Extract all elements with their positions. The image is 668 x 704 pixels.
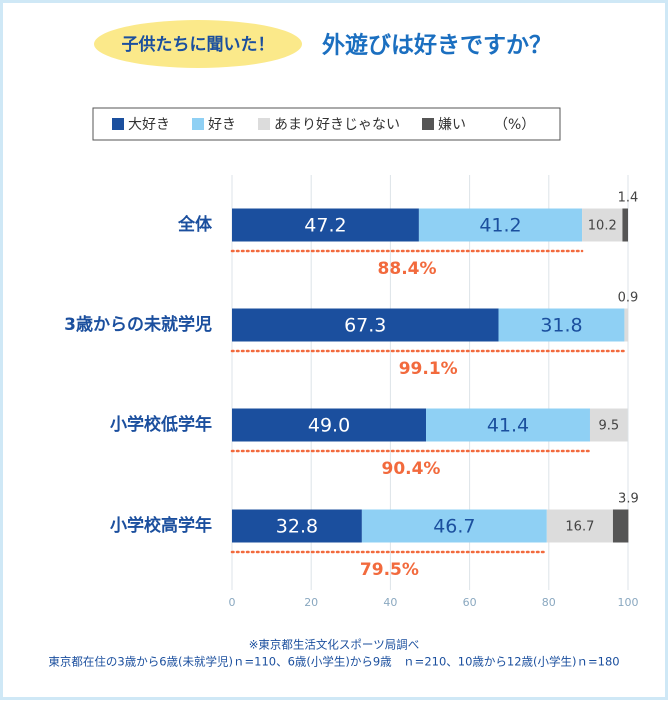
bar-segment	[232, 308, 499, 342]
data-label: 10.2	[588, 219, 617, 234]
bar-segment	[232, 208, 419, 242]
combined-label: 90.4%	[381, 459, 440, 479]
legend: 大好き 好き あまり好きじゃない 嫌い （%）	[112, 117, 535, 133]
x-tick-label: 0	[229, 596, 236, 609]
x-tick-label: 60	[463, 596, 477, 609]
data-label: 9.5	[598, 419, 619, 434]
legend-label: 嫌い	[438, 117, 466, 133]
legend-swatch	[422, 118, 434, 130]
legend-swatch	[112, 118, 124, 130]
bar-segment	[418, 208, 583, 242]
data-label: 32.8	[276, 516, 318, 538]
legend-label: 大好き	[128, 117, 170, 133]
x-tick-label: 100	[618, 596, 639, 609]
combined-label: 88.4%	[378, 259, 437, 279]
data-label: 67.3	[344, 315, 386, 337]
bar-segment	[582, 208, 623, 242]
category-label: 3歳からの未就学児	[64, 314, 212, 335]
data-label: 3.9	[618, 492, 639, 507]
data-label: 41.4	[487, 415, 529, 437]
category-label: 小学校高学年	[110, 515, 212, 536]
legend-unit: （%）	[494, 117, 535, 133]
data-label: 41.2	[479, 215, 521, 237]
bar-segment	[232, 408, 427, 442]
legend-label: 好き	[208, 117, 236, 133]
x-tick-label: 80	[542, 596, 556, 609]
badge-bg	[94, 20, 302, 68]
combined-label: 79.5%	[360, 560, 419, 580]
data-label: 47.2	[304, 215, 346, 237]
legend-box	[92, 107, 561, 141]
data-label: 16.7	[565, 520, 594, 535]
bar-segment	[589, 408, 628, 442]
data-label: 46.7	[433, 516, 475, 538]
bar-segment	[232, 509, 362, 543]
source-note: ※東京都生活文化スポーツ局調べ	[249, 638, 419, 652]
legend-label: あまり好きじゃない	[274, 117, 400, 133]
category-label: 小学校低学年	[110, 414, 212, 435]
bar-segment	[361, 509, 547, 543]
bar-segment	[622, 208, 628, 242]
bar-segment	[426, 408, 590, 442]
combined-label: 99.1%	[399, 359, 458, 379]
bar-segment	[498, 308, 625, 342]
bar-segment	[546, 509, 613, 543]
legend-swatch	[258, 118, 270, 130]
data-label: 1.4	[618, 191, 639, 206]
x-tick-label: 20	[304, 596, 318, 609]
chart-title: 外遊びは好きですか？	[322, 32, 552, 59]
bar-segment	[624, 308, 628, 342]
source-note: 東京都在住の3歳から6歳(未就学児)ｎ=110、6歳(小学生)から9歳 ｎ=21…	[48, 655, 619, 669]
data-label: 31.8	[540, 315, 582, 337]
x-tick-label: 40	[383, 596, 397, 609]
legend-swatch	[192, 118, 204, 130]
data-label: 0.9	[618, 291, 639, 306]
category-label: 全体	[177, 214, 213, 235]
badge: 子供たちに聞いた！	[122, 34, 275, 55]
bar-segment	[612, 509, 629, 543]
data-label: 49.0	[308, 415, 350, 437]
